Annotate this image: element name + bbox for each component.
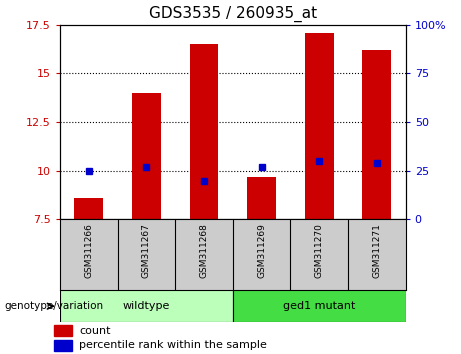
Bar (247, 177, 276, 219)
Bar (54, 325, 72, 336)
Text: GSM311267: GSM311267 (142, 223, 151, 278)
Bar (132, 93, 161, 219)
Bar (54, 340, 72, 351)
Text: GSM311269: GSM311269 (257, 223, 266, 278)
Title: GDS3535 / 260935_at: GDS3535 / 260935_at (149, 6, 317, 22)
Text: genotype/variation: genotype/variation (5, 301, 104, 311)
FancyBboxPatch shape (60, 290, 233, 322)
Bar (305, 33, 334, 219)
Text: wildtype: wildtype (123, 301, 170, 311)
Text: count: count (79, 326, 111, 336)
Bar (189, 44, 219, 219)
Text: ged1 mutant: ged1 mutant (283, 301, 355, 311)
Text: GSM311271: GSM311271 (372, 223, 381, 278)
Text: GSM311268: GSM311268 (200, 223, 208, 278)
Text: percentile rank within the sample: percentile rank within the sample (79, 340, 267, 350)
Text: GSM311270: GSM311270 (315, 223, 324, 278)
FancyBboxPatch shape (233, 290, 406, 322)
Bar (362, 50, 391, 219)
Bar (74, 198, 103, 219)
Text: GSM311266: GSM311266 (84, 223, 93, 278)
